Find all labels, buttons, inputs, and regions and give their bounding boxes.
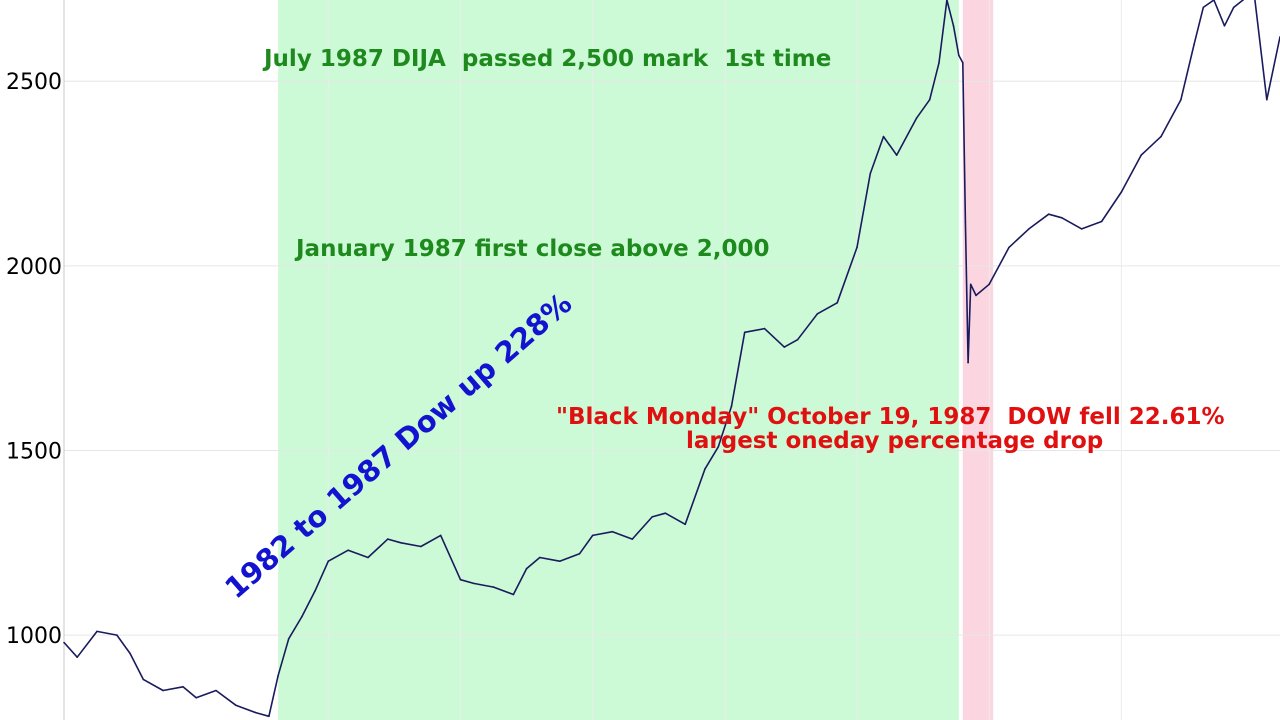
data-point xyxy=(195,697,197,699)
data-point xyxy=(882,135,885,138)
data-point xyxy=(796,338,799,341)
data-point xyxy=(988,283,990,286)
data-point xyxy=(129,652,131,655)
data-point xyxy=(1061,217,1063,219)
annotation-largest-drop: largest oneday percentage drop xyxy=(686,428,1103,454)
data-point xyxy=(439,534,442,537)
data-point xyxy=(525,567,528,570)
data-point xyxy=(1120,191,1123,193)
data-point xyxy=(1213,0,1215,1)
data-point xyxy=(717,446,720,448)
data-point xyxy=(116,634,118,636)
data-point xyxy=(952,25,955,27)
data-point xyxy=(1140,154,1142,156)
data-point xyxy=(704,468,706,470)
data-point xyxy=(928,98,931,101)
data-point xyxy=(938,62,940,64)
annotation-black-monday: "Black Monday" October 19, 1987 DOW fell… xyxy=(556,404,1225,430)
data-point xyxy=(651,516,653,518)
data-point xyxy=(459,578,462,581)
y-tick-label-1500: 1500 xyxy=(6,439,62,464)
data-point xyxy=(539,556,541,559)
data-point xyxy=(512,593,515,596)
data-point xyxy=(975,294,977,297)
data-point xyxy=(1266,98,1268,101)
data-point xyxy=(591,534,594,537)
data-point xyxy=(327,560,330,562)
data-point xyxy=(631,538,634,540)
data-point xyxy=(287,638,290,640)
data-point xyxy=(856,246,858,249)
data-point xyxy=(962,62,964,64)
data-point xyxy=(895,154,898,156)
data-point xyxy=(387,538,389,540)
data-point xyxy=(215,689,217,692)
data-point xyxy=(684,523,686,526)
data-point xyxy=(964,220,967,223)
data-point xyxy=(63,641,65,644)
data-point xyxy=(558,560,561,562)
data-point xyxy=(783,346,786,348)
data-point xyxy=(277,674,279,677)
data-point xyxy=(1223,25,1226,27)
annotation-2000-close: January 1987 first close above 2,000 xyxy=(294,236,770,262)
data-point xyxy=(816,313,819,315)
data-point xyxy=(915,117,918,119)
data-point xyxy=(400,542,402,544)
data-point xyxy=(836,302,838,304)
data-point xyxy=(763,327,766,330)
data-point xyxy=(869,172,872,175)
data-point xyxy=(1193,43,1195,46)
data-point xyxy=(162,689,164,692)
data-point xyxy=(967,361,969,364)
data-point xyxy=(1232,6,1235,9)
data-point xyxy=(1100,220,1103,223)
data-point xyxy=(743,331,746,334)
data-point xyxy=(142,678,145,681)
data-point xyxy=(1080,228,1083,230)
data-point xyxy=(235,704,237,706)
data-point xyxy=(472,582,475,585)
data-point xyxy=(254,711,257,714)
data-point xyxy=(1202,6,1205,9)
data-point xyxy=(578,553,581,555)
data-point xyxy=(367,556,369,559)
data-point xyxy=(730,405,733,408)
data-point xyxy=(347,549,350,551)
data-point xyxy=(1160,135,1162,138)
data-point xyxy=(268,715,270,718)
data-point xyxy=(301,615,303,618)
data-point xyxy=(664,512,667,514)
data-point xyxy=(1028,228,1030,230)
annotation-2500-mark: July 1987 DIJA passed 2,500 mark 1st tim… xyxy=(262,46,831,72)
highlight-span-0 xyxy=(278,0,959,720)
data-point xyxy=(96,630,98,633)
data-point xyxy=(1047,213,1050,215)
y-tick-label-2500: 2500 xyxy=(6,70,62,95)
data-point xyxy=(182,686,184,688)
data-point xyxy=(611,530,614,533)
y-tick-label-1000: 1000 xyxy=(6,624,62,649)
data-point xyxy=(492,586,495,588)
data-point xyxy=(1008,246,1010,249)
data-point xyxy=(420,545,422,548)
data-point xyxy=(314,590,316,592)
y-tick-label-2000: 2000 xyxy=(6,255,62,280)
data-point xyxy=(946,0,948,1)
data-point xyxy=(958,54,960,57)
data-point xyxy=(969,283,972,286)
data-point xyxy=(1242,0,1244,1)
series-line-0 xyxy=(63,0,1280,718)
data-point xyxy=(1180,98,1182,101)
data-point xyxy=(76,656,78,658)
